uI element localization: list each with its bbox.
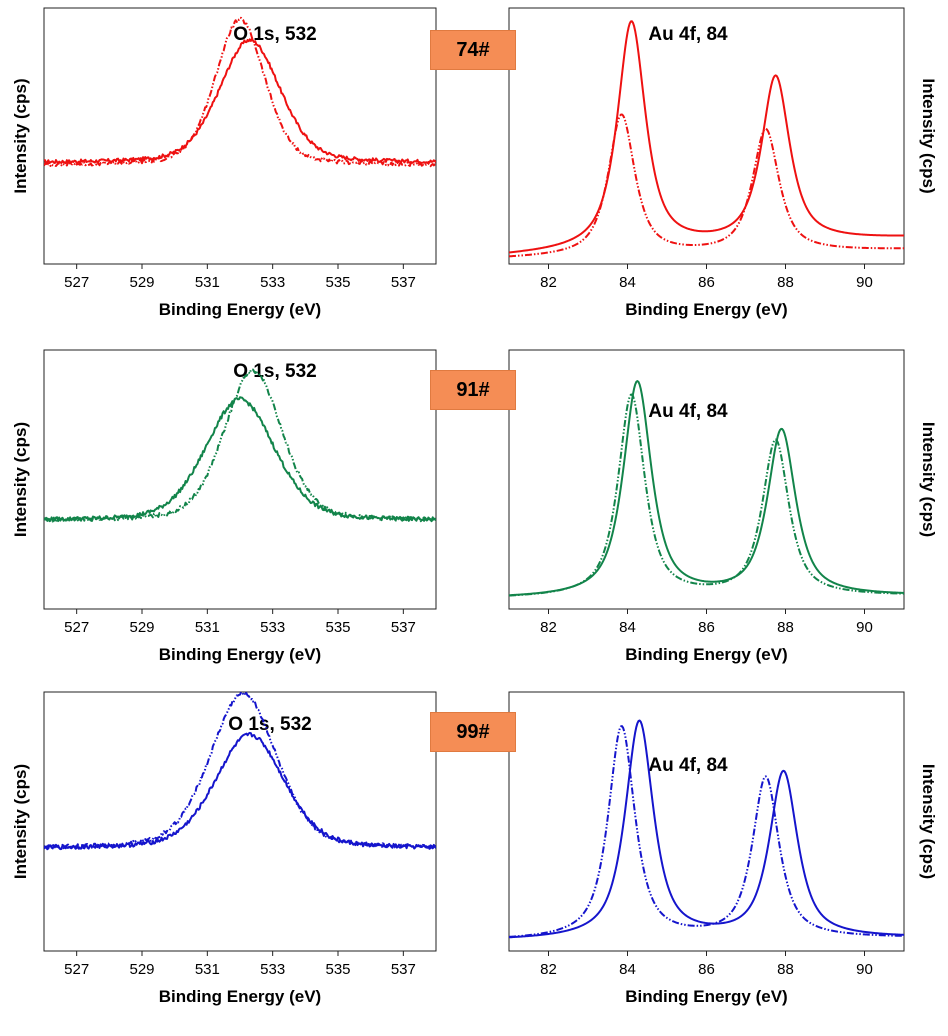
panel-1-series-solid	[44, 38, 436, 165]
panel-6-ylabel: Intensity (cps)	[919, 764, 938, 879]
panel-1-xtick-label-535: 535	[325, 274, 350, 291]
panel-6-xtick-label-86: 86	[698, 961, 715, 978]
panel-1-frame	[43, 7, 437, 265]
panel-1-xtick-label-529: 529	[129, 274, 154, 291]
panel-4-xlabel: Binding Energy (eV)	[625, 645, 787, 664]
sample-badge-99: 99#	[430, 712, 516, 752]
panel-1: 527 529 531 533 535 537 Binding Energy (eV) Int…	[11, 7, 437, 319]
sample-badge-91: 91#	[430, 370, 516, 410]
panel-1-title: O 1s, 532	[233, 24, 316, 45]
panel-2-series-dashdot	[509, 113, 904, 258]
panel-5: 527 529 531 533 535 537 Binding Energy (eV) Int…	[11, 691, 437, 1006]
panel-3-xtick-label-531: 531	[195, 619, 220, 636]
panel-6: 82 84 86 88 90 Binding Energy (eV) Intensity (…	[508, 691, 938, 1006]
panel-1-xtick-label-537: 537	[391, 274, 416, 291]
panel-4-xtick-label-86: 86	[698, 619, 715, 636]
panel-2: 82 84 86 88 90 Binding Energy (eV) Intensity (…	[508, 7, 938, 319]
panel-4: 82 84 86 88 90 Binding Energy (eV) Intensity (…	[508, 349, 938, 664]
panel-6-series-solid	[509, 719, 904, 939]
panel-6-xtick-label-84: 84	[619, 961, 636, 978]
panel-2-frame	[508, 7, 905, 265]
panel-2-series-solid	[509, 20, 904, 254]
sample-badge-74: 74#	[430, 30, 516, 70]
panel-6-xtick-label-88: 88	[777, 961, 794, 978]
panel-5-frame	[43, 691, 437, 952]
panel-6-xtick-label-90: 90	[856, 961, 873, 978]
panel-6-title: Au 4f, 84	[648, 755, 728, 776]
panel-3-xtick-label-537: 537	[391, 619, 416, 636]
panel-3-frame	[43, 349, 437, 610]
panel-6-xtick-label-82: 82	[540, 961, 557, 978]
panel-4-ylabel: Intensity (cps)	[919, 422, 938, 537]
panel-3-xtick-label-529: 529	[129, 619, 154, 636]
panel-2-xtick-label-82: 82	[540, 274, 557, 291]
panel-3-title: O 1s, 532	[233, 361, 316, 382]
panel-4-xtick-label-90: 90	[856, 619, 873, 636]
panel-1-xtick-label-533: 533	[260, 274, 285, 291]
panel-4-xtick-label-84: 84	[619, 619, 636, 636]
panel-5-series-dashdot	[44, 692, 436, 850]
panel-2-xlabel: Binding Energy (eV)	[625, 300, 787, 319]
panel-6-xlabel: Binding Energy (eV)	[625, 987, 787, 1006]
panel-4-series-dashdot	[509, 393, 904, 597]
panel-5-xtick-label-529: 529	[129, 961, 154, 978]
panel-5-xtick-label-537: 537	[391, 961, 416, 978]
panel-3: 527 529 531 533 535 537 Binding Energy (eV) Int…	[11, 349, 437, 664]
panel-5-title: O 1s, 532	[228, 714, 311, 735]
panel-4-title: Au 4f, 84	[648, 401, 728, 422]
panel-5-series-solid	[44, 731, 436, 851]
panel-2-ylabel: Intensity (cps)	[919, 78, 938, 193]
panel-5-xlabel: Binding Energy (eV)	[159, 987, 321, 1006]
panel-3-ylabel: Intensity (cps)	[11, 422, 30, 537]
panel-1-xtick-label-531: 531	[195, 274, 220, 291]
panel-1-series-dashdot	[44, 16, 436, 168]
panel-4-xtick-label-88: 88	[777, 619, 794, 636]
panel-5-xtick-label-531: 531	[195, 961, 220, 978]
panel-3-xtick-label-527: 527	[64, 619, 89, 636]
panel-3-xtick-label-533: 533	[260, 619, 285, 636]
panel-3-series-solid	[44, 396, 436, 523]
panel-5-ylabel: Intensity (cps)	[11, 764, 30, 879]
panel-5-xtick-label-527: 527	[64, 961, 89, 978]
panel-5-xtick-label-533: 533	[260, 961, 285, 978]
panel-1-xlabel: Binding Energy (eV)	[159, 300, 321, 319]
panel-2-xtick-label-86: 86	[698, 274, 715, 291]
panel-1-ylabel: Intensity (cps)	[11, 78, 30, 193]
panel-3-xlabel: Binding Energy (eV)	[159, 645, 321, 664]
panel-5-xtick-label-535: 535	[325, 961, 350, 978]
panel-4-frame	[508, 349, 905, 610]
panel-2-xtick-label-90: 90	[856, 274, 873, 291]
panel-2-title: Au 4f, 84	[648, 24, 728, 45]
panel-2-xtick-label-88: 88	[777, 274, 794, 291]
panel-6-frame	[508, 691, 905, 952]
panel-4-xtick-label-82: 82	[540, 619, 557, 636]
panel-1-xtick-label-527: 527	[64, 274, 89, 291]
panel-6-series-dashdot	[509, 725, 904, 938]
panel-3-series-dashdot	[44, 368, 436, 523]
panel-3-xtick-label-535: 535	[325, 619, 350, 636]
panel-2-xtick-label-84: 84	[619, 274, 636, 291]
